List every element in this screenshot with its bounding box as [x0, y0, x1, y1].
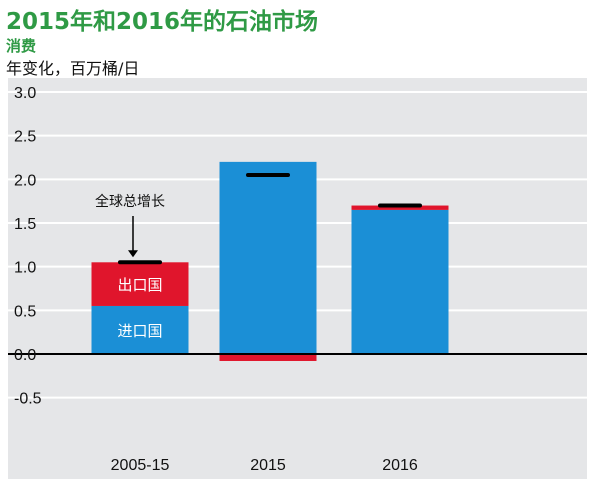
annotations-group: 全球总增长	[95, 193, 165, 258]
x-category-label: 2005-15	[111, 457, 170, 474]
x-category-label: 2015	[250, 457, 286, 474]
totals-group	[118, 172, 422, 265]
x-category-labels: 2005-15 2015 2016	[111, 457, 418, 474]
y-tick-label: -0.5	[14, 391, 42, 408]
bar-segment-importers	[91, 305, 189, 354]
chart-title: 2015年和2016年的石油市场	[6, 9, 319, 35]
bar-segment-importers	[219, 161, 317, 354]
annotation-arrow-head	[128, 250, 138, 258]
y-tick-label: 3.0	[14, 85, 36, 102]
bar-segment-exporters	[91, 262, 189, 306]
total-marker	[118, 260, 162, 265]
y-tick-labels: 3.0 2.5 2.0 1.5 1.0 0.5 0.0 -0.5	[14, 85, 42, 408]
y-tick-label: 2.5	[14, 129, 36, 146]
y-tick-label: 0.0	[14, 347, 36, 364]
y-tick-label: 1.0	[14, 260, 36, 277]
chart-subtitle: 消费	[6, 37, 37, 55]
total-marker	[246, 172, 290, 177]
y-tick-label: 1.5	[14, 216, 36, 233]
y-tick-label: 2.0	[14, 172, 36, 189]
x-category-label: 2016	[382, 457, 418, 474]
y-tick-label: 0.5	[14, 303, 36, 320]
bar-segment-label: 出口国	[117, 276, 162, 294]
annotation-text: 全球总增长	[95, 193, 165, 210]
bar-segment-importers	[351, 209, 449, 354]
bar-segment-exporters	[219, 354, 317, 361]
bar-segment-label: 进口国	[117, 322, 162, 340]
bar-segment-exporters	[351, 205, 449, 210]
y-axis-unit-label: 年变化，百万桶/日	[6, 59, 140, 78]
total-marker	[378, 203, 422, 208]
